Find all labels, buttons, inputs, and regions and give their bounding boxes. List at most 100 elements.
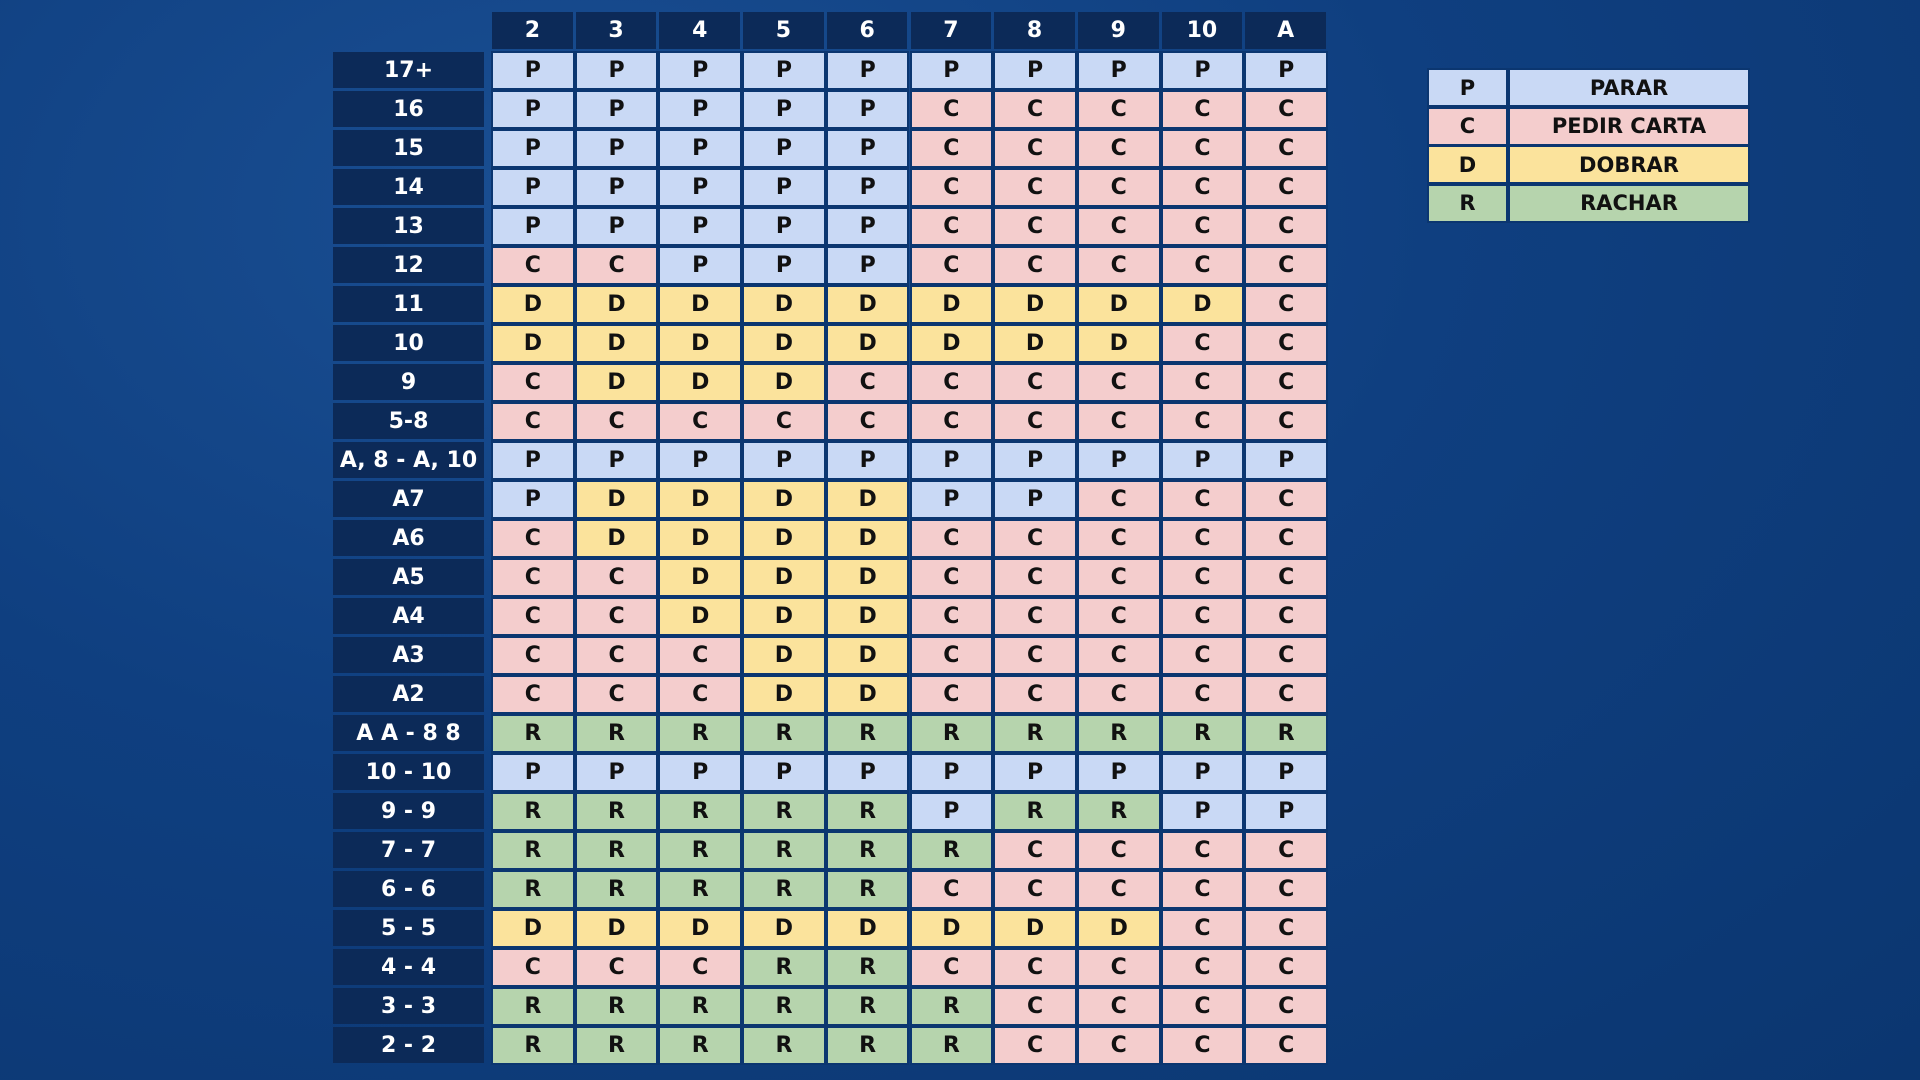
cell: C xyxy=(993,129,1077,168)
cell: C xyxy=(1076,558,1161,597)
cell: C xyxy=(993,636,1077,675)
cell: D xyxy=(993,324,1077,363)
cell: C xyxy=(1244,558,1328,597)
cell: C xyxy=(574,675,659,714)
cell: P xyxy=(909,480,994,519)
cell: R xyxy=(491,870,575,909)
cell: R xyxy=(658,870,743,909)
cell: D xyxy=(1076,324,1161,363)
cell: C xyxy=(1160,363,1245,402)
cell: P xyxy=(742,207,826,246)
cell: D xyxy=(574,480,659,519)
cell: C xyxy=(1160,90,1245,129)
cell: C xyxy=(491,675,575,714)
cell: R xyxy=(742,987,826,1026)
cell: C xyxy=(909,90,994,129)
cell: P xyxy=(1244,753,1328,792)
cell: C xyxy=(909,246,994,285)
row-header: 7 - 7 xyxy=(333,832,484,868)
cell: D xyxy=(658,324,743,363)
cell: C xyxy=(909,597,994,636)
cell: D xyxy=(993,909,1077,948)
cell: R xyxy=(825,987,910,1026)
cell: C xyxy=(1244,207,1328,246)
column-header: 7 xyxy=(910,12,992,49)
cell: C xyxy=(909,948,994,987)
cell: P xyxy=(574,129,659,168)
cell: P xyxy=(909,792,994,831)
cell: C xyxy=(1076,831,1161,870)
cell: P xyxy=(825,207,910,246)
cell: C xyxy=(1244,480,1328,519)
cell: R xyxy=(742,870,826,909)
cell: R xyxy=(742,714,826,753)
cell: C xyxy=(1244,363,1328,402)
cell: R xyxy=(491,987,575,1026)
cell: P xyxy=(491,480,575,519)
cell: C xyxy=(1244,909,1328,948)
cell: P xyxy=(1076,753,1161,792)
cell: R xyxy=(491,714,575,753)
cell: D xyxy=(825,909,910,948)
cell: P xyxy=(658,90,743,129)
cell: C xyxy=(1076,1026,1161,1065)
cell: P xyxy=(574,753,659,792)
cell: R xyxy=(742,831,826,870)
row-header: 9 xyxy=(333,364,484,400)
cell: C xyxy=(993,168,1077,207)
cell: C xyxy=(909,675,994,714)
cell: C xyxy=(993,987,1077,1026)
cell: P xyxy=(491,753,575,792)
cell: D xyxy=(574,285,659,324)
cell: D xyxy=(993,285,1077,324)
cell: D xyxy=(1076,909,1161,948)
cell: D xyxy=(574,519,659,558)
cell: P xyxy=(1160,792,1245,831)
row-header: 12 xyxy=(333,247,484,283)
cell: C xyxy=(1076,363,1161,402)
column-header: 8 xyxy=(994,12,1075,49)
legend-label: PEDIR CARTA xyxy=(1508,106,1750,146)
cell: R xyxy=(658,1026,743,1065)
cell: D xyxy=(658,909,743,948)
cell: C xyxy=(993,207,1077,246)
row-header: A6 xyxy=(333,520,484,556)
cell: C xyxy=(1160,987,1245,1026)
cell: R xyxy=(825,714,910,753)
cell: R xyxy=(1244,714,1328,753)
cell: C xyxy=(1244,90,1328,129)
cell: P xyxy=(1160,51,1245,90)
row-header: 10 - 10 xyxy=(333,754,484,790)
cell: C xyxy=(993,1026,1077,1065)
cell: P xyxy=(574,51,659,90)
cell: R xyxy=(825,870,910,909)
cell: D xyxy=(825,675,910,714)
cell: P xyxy=(742,246,826,285)
cell: C xyxy=(993,90,1077,129)
cell: R xyxy=(574,831,659,870)
cell: C xyxy=(1160,246,1245,285)
cell: P xyxy=(993,51,1077,90)
cell: P xyxy=(909,753,994,792)
cell: D xyxy=(742,558,826,597)
cell: C xyxy=(909,558,994,597)
cell: C xyxy=(658,948,743,987)
column-header: 5 xyxy=(743,12,824,49)
cell: C xyxy=(1244,675,1328,714)
cell: C xyxy=(993,402,1077,441)
cell: P xyxy=(574,441,659,480)
cell: C xyxy=(1244,324,1328,363)
cell: P xyxy=(825,753,910,792)
cell: C xyxy=(993,948,1077,987)
cell: C xyxy=(658,402,743,441)
cell: P xyxy=(658,51,743,90)
cell: C xyxy=(1160,207,1245,246)
cell: C xyxy=(1244,870,1328,909)
cell: D xyxy=(742,363,826,402)
cell: C xyxy=(491,363,575,402)
legend-key: P xyxy=(1427,68,1508,107)
cell: C xyxy=(825,363,910,402)
cell: P xyxy=(993,753,1077,792)
cell: C xyxy=(491,597,575,636)
cell: D xyxy=(825,285,910,324)
